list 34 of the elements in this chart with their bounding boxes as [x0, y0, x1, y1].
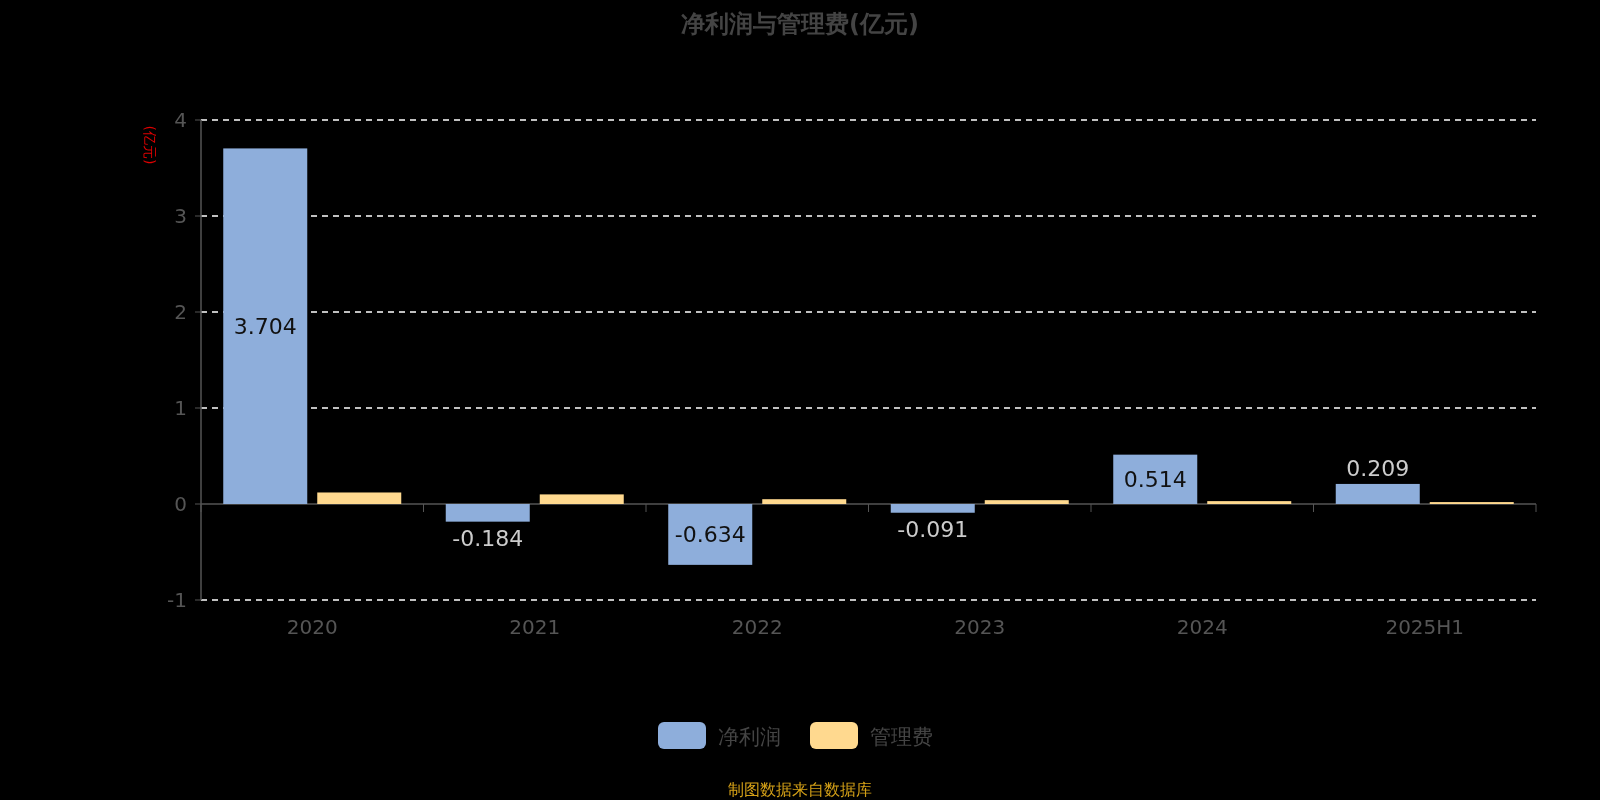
y-tick-label: 3 [174, 204, 187, 228]
data-label: 0.209 [1346, 455, 1410, 481]
x-tick-label: 2025H1 [1385, 615, 1465, 639]
bar [1113, 454, 1198, 504]
legend-label: 净利润 [718, 725, 781, 749]
bar [668, 504, 753, 565]
x-tick-label: 2024 [1176, 615, 1228, 639]
y-tick-label: 4 [174, 108, 187, 132]
bar [223, 148, 308, 504]
data-label: -0.091 [897, 516, 969, 542]
data-label: 0.514 [1123, 467, 1187, 493]
x-tick-label: 2023 [954, 615, 1006, 639]
chart-title: 净利润与管理费(亿元) [681, 10, 919, 38]
bar [762, 499, 847, 504]
y-tick-label: 1 [174, 396, 187, 420]
data-label: -0.634 [674, 522, 746, 548]
x-tick-label: 2021 [509, 615, 561, 639]
y-tick-label: 0 [174, 492, 187, 516]
text: 制图数据来自数据库 [728, 780, 872, 799]
y-axis-title: (亿元) [142, 125, 158, 165]
data-label: 3.704 [233, 314, 297, 340]
y-tick-label: 2 [174, 300, 187, 324]
data-label: -0.184 [452, 525, 524, 551]
bar [984, 500, 1069, 504]
bar [890, 504, 975, 513]
x-tick-label: 2020 [286, 615, 338, 639]
bar [317, 492, 402, 504]
bar [539, 494, 624, 504]
bar [1335, 483, 1420, 504]
y-tick-label: -1 [167, 588, 187, 612]
bar [1207, 501, 1292, 504]
x-tick-label: 2022 [731, 615, 783, 639]
bar [445, 504, 530, 522]
legend-label: 管理费 [870, 725, 933, 749]
